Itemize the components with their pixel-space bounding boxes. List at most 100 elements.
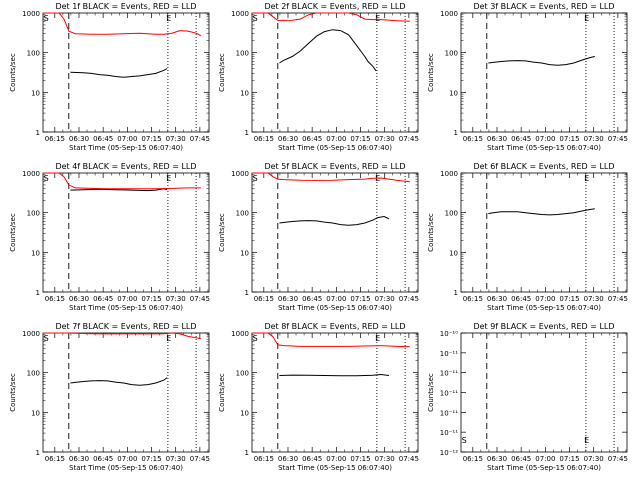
y-tick-label: 10 xyxy=(31,89,40,97)
events-line xyxy=(279,215,390,226)
chart-title: Det 2f BLACK = Events, RED = LLD xyxy=(264,2,405,11)
x-tick-label: 07:45 xyxy=(608,135,628,143)
start-marker: S xyxy=(44,334,49,343)
chart-title: Det 5f BLACK = Events, RED = LLD xyxy=(264,162,405,171)
x-tick-label: 06:30 xyxy=(278,135,298,143)
x-tick-label: 07:30 xyxy=(166,455,186,463)
y-tick-label: 1000 xyxy=(440,170,458,178)
start-marker: S xyxy=(44,14,49,23)
lld-line xyxy=(252,12,410,22)
x-tick-label: 07:00 xyxy=(117,295,137,303)
lld-line xyxy=(252,332,410,348)
chart-title: Det 7f BLACK = Events, RED = LLD xyxy=(55,322,196,331)
x-tick-label: 06:45 xyxy=(511,295,531,303)
x-axis-label: Start Time (05-Sep-15 06:07:40) xyxy=(69,144,183,152)
x-tick-label: 06:15 xyxy=(463,455,483,463)
x-tick-label: 07:15 xyxy=(350,135,370,143)
x-axis-label: Start Time (05-Sep-15 06:07:40) xyxy=(487,464,601,472)
y-tick-label: 10⁻¹² xyxy=(440,449,458,457)
x-tick-label: 06:30 xyxy=(278,295,298,303)
x-tick-label: 06:30 xyxy=(69,135,89,143)
y-tick-label: 100 xyxy=(445,210,458,218)
y-tick-label: 1000 xyxy=(231,330,249,338)
chart-title: Det 6f BLACK = Events, RED = LLD xyxy=(473,162,614,171)
x-tick-label: 07:45 xyxy=(608,455,628,463)
y-axis-label: Counts/sec xyxy=(218,53,226,92)
x-tick-label: 07:30 xyxy=(375,295,395,303)
y-tick-label: 10⁻¹¹ xyxy=(440,429,458,437)
plot-frame xyxy=(251,172,419,293)
y-tick-label: 10 xyxy=(240,89,249,97)
x-tick-label: 07:30 xyxy=(375,135,395,143)
x-tick-label: 06:45 xyxy=(302,295,322,303)
y-tick-label: 10 xyxy=(240,249,249,257)
end-marker: E xyxy=(584,436,589,445)
start-marker: S xyxy=(462,436,467,445)
x-axis-label: Start Time (05-Sep-15 06:07:40) xyxy=(278,144,392,152)
x-tick-label: 06:15 xyxy=(254,135,274,143)
x-tick-label: 07:00 xyxy=(117,135,137,143)
x-tick-label: 06:30 xyxy=(69,295,89,303)
x-tick-label: 07:15 xyxy=(559,295,579,303)
y-tick-label: 100 xyxy=(27,370,40,378)
events-line xyxy=(70,68,168,78)
x-axis-label: Start Time (05-Sep-15 06:07:40) xyxy=(487,144,601,152)
x-tick-label: 07:15 xyxy=(559,135,579,143)
events-line xyxy=(70,377,168,386)
x-tick-label: 06:15 xyxy=(45,135,65,143)
y-tick-label: 10⁻¹¹ xyxy=(440,390,458,398)
x-tick-label: 06:45 xyxy=(93,295,113,303)
x-tick-label: 06:45 xyxy=(511,135,531,143)
start-marker: S xyxy=(253,14,258,23)
x-tick-label: 06:15 xyxy=(463,295,483,303)
plot-frame xyxy=(460,172,628,293)
y-tick-label: 1 xyxy=(245,129,249,137)
x-tick-label: 06:15 xyxy=(254,295,274,303)
y-tick-label: 100 xyxy=(445,50,458,58)
y-axis-label: Counts/sec xyxy=(427,213,435,252)
end-marker: E xyxy=(375,14,380,23)
events-line xyxy=(279,29,377,72)
chart-title: Det 1f BLACK = Events, RED = LLD xyxy=(55,2,196,11)
x-tick-label: 07:30 xyxy=(584,295,604,303)
x-axis-label: Start Time (05-Sep-15 06:07:40) xyxy=(69,304,183,312)
chart-panel-6: Det 6f BLACK = Events, RED = LLD 1 10 100 10… xyxy=(427,162,628,312)
start-marker: S xyxy=(253,334,258,343)
chart-panel-5: Det 5f BLACK = Events, RED = LLD 1 10 100 10… xyxy=(218,162,419,312)
events-line xyxy=(279,373,390,377)
end-marker: E xyxy=(375,334,380,343)
plot-frame xyxy=(42,12,210,133)
y-tick-label: 1 xyxy=(454,129,458,137)
y-tick-label: 1 xyxy=(36,289,40,297)
chart-panel-3: Det 3f BLACK = Events, RED = LLD 1 10 100 10… xyxy=(427,2,628,152)
plot-frame xyxy=(460,12,628,133)
y-tick-label: 100 xyxy=(236,210,249,218)
x-tick-label: 07:00 xyxy=(326,455,346,463)
x-tick-label: 07:45 xyxy=(399,295,419,303)
lld-line xyxy=(43,12,202,37)
events-line xyxy=(488,56,595,66)
x-tick-label: 07:15 xyxy=(141,135,161,143)
y-tick-label: 100 xyxy=(236,370,249,378)
x-tick-label: 06:45 xyxy=(93,455,113,463)
plot-frame xyxy=(42,172,210,293)
y-tick-label: 1 xyxy=(454,289,458,297)
x-axis-label: Start Time (05-Sep-15 06:07:40) xyxy=(69,464,183,472)
y-axis-label: Counts/sec xyxy=(218,213,226,252)
x-tick-label: 07:45 xyxy=(399,455,419,463)
events-line xyxy=(70,188,168,192)
x-tick-label: 07:45 xyxy=(190,295,210,303)
x-tick-label: 07:30 xyxy=(375,455,395,463)
x-tick-label: 07:45 xyxy=(608,295,628,303)
y-tick-label: 1000 xyxy=(231,10,249,18)
x-tick-label: 06:15 xyxy=(45,295,65,303)
y-tick-label: 100 xyxy=(236,50,249,58)
y-axis-label: Counts/sec xyxy=(427,53,435,92)
chart-title: Det 8f BLACK = Events, RED = LLD xyxy=(264,322,405,331)
y-tick-label: 10 xyxy=(240,409,249,417)
x-tick-label: 07:15 xyxy=(350,295,370,303)
x-axis-label: Start Time (05-Sep-15 06:07:40) xyxy=(278,464,392,472)
y-tick-label: 1 xyxy=(36,449,40,457)
chart-title: Det 4f BLACK = Events, RED = LLD xyxy=(55,162,196,171)
